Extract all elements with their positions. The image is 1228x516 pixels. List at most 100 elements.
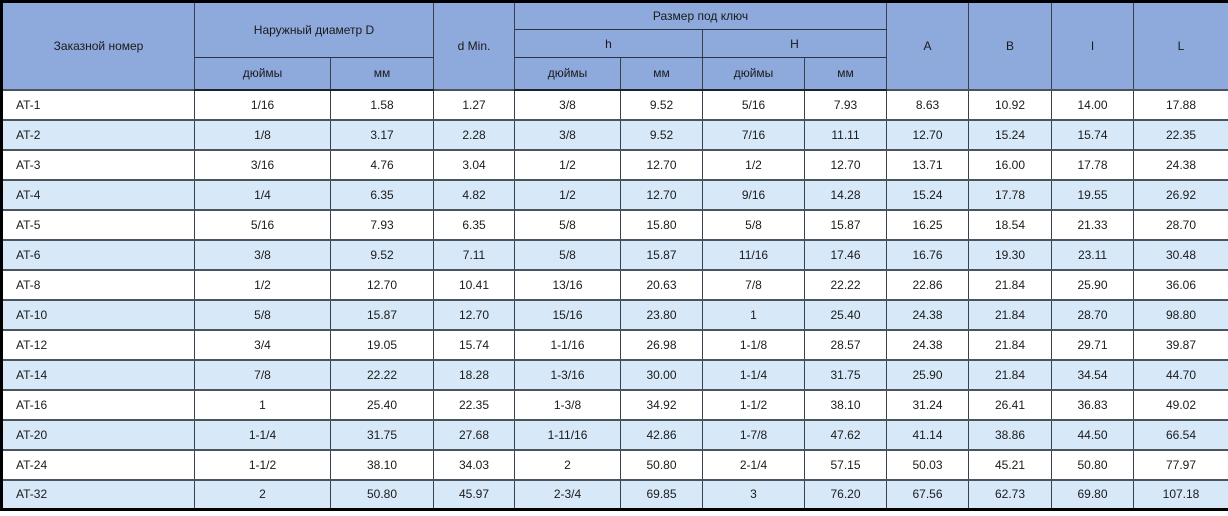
value-cell: 3/8 <box>514 118 621 151</box>
value-cell: 15.74 <box>1051 118 1135 151</box>
value-cell: 50.80 <box>620 448 703 481</box>
header-d-min: d Min. <box>433 1 515 90</box>
order-number-cell: AT-3 <box>1 148 195 181</box>
value-cell: 5/8 <box>514 208 621 241</box>
value-cell: 15.87 <box>330 298 434 331</box>
value-cell: 24.38 <box>886 298 970 331</box>
value-cell: 11/16 <box>702 238 805 271</box>
value-cell: 13.71 <box>886 148 970 181</box>
table-header: Заказной номер Наружный диаметр D d Min.… <box>1 1 1228 91</box>
value-cell: 8.63 <box>886 88 970 121</box>
value-cell: 31.75 <box>803 358 888 391</box>
value-cell: 9.52 <box>330 238 434 271</box>
value-cell: 12.70 <box>620 148 703 181</box>
value-cell: 30.48 <box>1133 238 1228 271</box>
header-H-mm: мм <box>803 57 888 91</box>
order-number-cell: AT-12 <box>1 328 195 361</box>
table-row: AT-4 1/4 6.35 4.82 1/2 12.70 9/16 14.28 15.24 17.… <box>1 178 1228 211</box>
header-order-number: Заказной номер <box>1 1 195 90</box>
value-cell: 2-1/4 <box>702 448 805 481</box>
value-cell: 23.11 <box>1051 238 1135 271</box>
value-cell: 1/4 <box>194 178 331 211</box>
value-cell: 5/8 <box>702 208 805 241</box>
value-cell: 25.90 <box>886 358 970 391</box>
header-h-small: h <box>514 29 703 58</box>
value-cell: 3 <box>702 478 805 511</box>
table-row: AT-8 1/2 12.70 10.41 13/16 20.63 7/8 22.22 22.86… <box>1 268 1228 301</box>
order-number-cell: AT-14 <box>1 358 195 391</box>
value-cell: 24.38 <box>886 328 970 361</box>
value-cell: 15/16 <box>514 298 621 331</box>
value-cell: 5/8 <box>194 298 331 331</box>
header-h-inches: дюймы <box>514 57 621 91</box>
value-cell: 2 <box>194 478 331 511</box>
value-cell: 21.84 <box>968 298 1053 331</box>
value-cell: 7/8 <box>702 268 805 301</box>
value-cell: 22.35 <box>1133 118 1228 151</box>
value-cell: 1.27 <box>433 88 515 121</box>
value-cell: 2.28 <box>433 118 515 151</box>
value-cell: 76.20 <box>803 478 888 511</box>
value-cell: 15.24 <box>968 118 1053 151</box>
order-number-cell: AT-8 <box>1 268 195 301</box>
value-cell: 27.68 <box>433 418 515 451</box>
value-cell: 38.86 <box>968 418 1053 451</box>
order-number-cell: AT-4 <box>1 178 195 211</box>
value-cell: 12.70 <box>330 268 434 301</box>
value-cell: 1-1/4 <box>702 358 805 391</box>
table-row: AT-3 3/16 4.76 3.04 1/2 12.70 1/2 12.70 13.71 16.… <box>1 148 1228 181</box>
value-cell: 36.06 <box>1133 268 1228 301</box>
order-number-cell: AT-2 <box>1 118 195 151</box>
value-cell: 9.52 <box>620 118 703 151</box>
value-cell: 18.28 <box>433 358 515 391</box>
value-cell: 19.55 <box>1051 178 1135 211</box>
header-outer-diameter: Наружный диаметр D <box>194 1 434 58</box>
value-cell: 5/8 <box>514 238 621 271</box>
value-cell: 1-3/8 <box>514 388 621 421</box>
value-cell: 50.03 <box>886 448 970 481</box>
header-col-i: I <box>1051 1 1135 90</box>
value-cell: 1-1/2 <box>194 448 331 481</box>
value-cell: 67.56 <box>886 478 970 511</box>
value-cell: 1-1/2 <box>702 388 805 421</box>
table-row: AT-20 1-1/4 31.75 27.68 1-11/16 42.86 1-7/8 47.… <box>1 418 1228 451</box>
value-cell: 28.57 <box>803 328 888 361</box>
value-cell: 1/2 <box>194 268 331 301</box>
value-cell: 18.54 <box>968 208 1053 241</box>
header-col-l: L <box>1133 1 1228 90</box>
value-cell: 12.70 <box>803 148 888 181</box>
value-cell: 23.80 <box>620 298 703 331</box>
value-cell: 15.24 <box>886 178 970 211</box>
value-cell: 36.83 <box>1051 388 1135 421</box>
header-H-inches: дюймы <box>702 57 805 91</box>
header-wrench-size: Размер под ключ <box>513 1 888 30</box>
value-cell: 1-7/8 <box>702 418 805 451</box>
value-cell: 50.80 <box>1051 448 1135 481</box>
table-row: AT-6 3/8 9.52 7.11 5/8 15.87 11/16 17.46 16.76 19… <box>1 238 1228 271</box>
value-cell: 15.80 <box>620 208 703 241</box>
value-cell: 16.25 <box>886 208 970 241</box>
table-row: AT-24 1-1/2 38.10 34.03 2 50.80 2-1/4 57.15 50.0… <box>1 448 1228 481</box>
value-cell: 21.33 <box>1051 208 1135 241</box>
value-cell: 41.14 <box>886 418 970 451</box>
table-row: AT-14 7/8 22.22 18.28 1-3/16 30.00 1-1/4 31.75 2… <box>1 358 1228 391</box>
value-cell: 42.86 <box>620 418 703 451</box>
value-cell: 22.35 <box>433 388 515 421</box>
value-cell: 34.03 <box>433 448 515 481</box>
value-cell: 21.84 <box>968 358 1053 391</box>
value-cell: 15.87 <box>803 208 888 241</box>
value-cell: 25.40 <box>803 298 888 331</box>
value-cell: 10.92 <box>968 88 1053 121</box>
value-cell: 16.76 <box>886 238 970 271</box>
value-cell: 7.93 <box>803 88 888 121</box>
value-cell: 12.70 <box>433 298 515 331</box>
order-number-cell: AT-20 <box>1 418 195 451</box>
value-cell: 2 <box>514 448 621 481</box>
order-number-cell: AT-6 <box>1 238 195 271</box>
order-number-cell: AT-5 <box>1 208 195 241</box>
value-cell: 9.52 <box>620 88 703 121</box>
value-cell: 13/16 <box>514 268 621 301</box>
header-h-big: H <box>701 29 888 58</box>
